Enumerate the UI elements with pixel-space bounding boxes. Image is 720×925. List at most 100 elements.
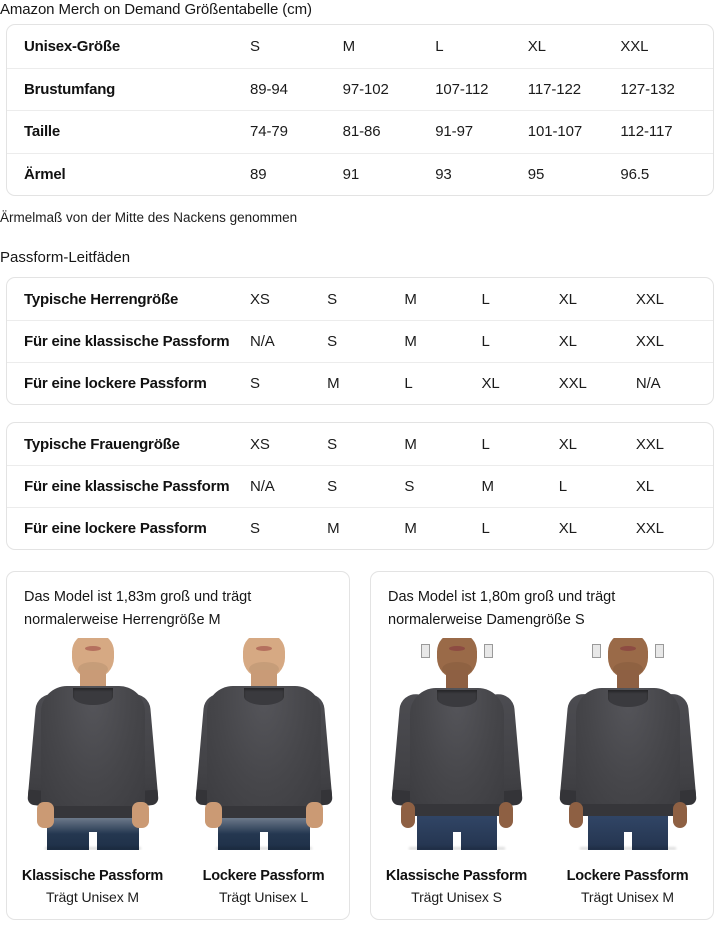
cell-value: 96.5: [620, 165, 650, 183]
hand-left: [36, 802, 54, 828]
earring-right: [654, 644, 664, 658]
sleeve-measurement-note: Ärmelmaß von der Mitte des Nackens genom…: [0, 210, 298, 225]
row-label: Für eine klassische Passform: [24, 333, 230, 350]
model-lips: [84, 646, 101, 651]
male-loose-fit-photo: [178, 638, 349, 850]
male-model-card: Das Model ist 1,83m groß und trägt norma…: [6, 571, 350, 920]
fit-guides-heading: Passform-Leitfäden: [0, 249, 131, 266]
cell-value: S: [327, 333, 338, 350]
hand-right: [131, 802, 149, 828]
cell-value: S: [250, 375, 260, 392]
cell-value: 74-79: [250, 123, 288, 141]
row-label: Typische Herrengröße: [24, 290, 179, 308]
figure-shadow: [215, 847, 312, 850]
header-size-l: L: [435, 37, 444, 55]
cell-value: L: [481, 520, 490, 537]
fit-title: Klassische Passform: [21, 868, 164, 884]
cell-value: M: [404, 290, 417, 308]
table-row: Typische Herrengröße XS S M L XL XXL: [7, 278, 713, 320]
cell-value: XS: [250, 435, 270, 453]
unisex-measurement-table: Unisex-Größe S M L XL XXL Brustumfang 89…: [6, 24, 714, 196]
cell-value: N/A: [250, 333, 275, 350]
model-lips: [255, 646, 272, 651]
earring-right: [483, 644, 493, 658]
cell-value: L: [558, 478, 567, 495]
table-header-row: Unisex-Größe S M L XL XXL: [7, 25, 713, 68]
hand-right: [498, 802, 513, 828]
fit-title: Lockere Passform: [566, 868, 689, 884]
fit-title: Klassische Passform: [385, 868, 528, 884]
cell-value: S: [327, 435, 338, 453]
jeans-gap: [623, 832, 632, 850]
figure-shadow: [408, 847, 505, 850]
female-model-description: Das Model ist 1,80m groß und trägt norma…: [388, 589, 616, 628]
cell-value: S: [404, 478, 415, 495]
fit-wears: Trägt Unisex L: [218, 889, 309, 905]
fit-title: Lockere Passform: [202, 868, 325, 884]
cell-value: XXL: [635, 333, 664, 350]
table-row: Typische Frauengröße XS S M L XL XXL: [7, 423, 713, 465]
male-classic-fit-photo: [7, 638, 178, 850]
table-row: Für eine lockere Passform S M M L XL XXL: [7, 507, 713, 549]
header-label: Unisex-Größe: [24, 37, 120, 55]
cell-value: XL: [558, 290, 577, 308]
sweatshirt-collar: [72, 688, 113, 705]
cell-value: 91-97: [435, 123, 474, 141]
jeans-gap: [452, 832, 461, 850]
hand-right: [305, 802, 323, 828]
cell-value: 101-107: [527, 123, 583, 141]
fit-wears: Trägt Unisex S: [411, 889, 502, 905]
cell-value: L: [404, 375, 413, 392]
sweatshirt-hem: [40, 806, 145, 818]
cell-value: 89-94: [250, 80, 288, 98]
cell-value: L: [481, 435, 490, 453]
cell-value: XL: [558, 333, 577, 350]
jeans-gap: [259, 832, 268, 850]
cell-value: 127-132: [620, 80, 675, 98]
model-jeans: [587, 810, 668, 850]
cell-value: XL: [481, 375, 500, 392]
earring-left: [591, 644, 601, 658]
cell-value: 107-112: [435, 80, 489, 98]
model-lips: [448, 646, 465, 651]
sweatshirt-hem: [575, 804, 680, 816]
row-label: Für eine lockere Passform: [24, 375, 207, 392]
female-classic-fit-caption: Klassische Passform Trägt Unisex S: [371, 868, 542, 905]
fit-wears: Trägt Unisex M: [581, 889, 674, 905]
figure-shadow: [579, 847, 676, 850]
cell-value: 95: [527, 165, 545, 183]
cell-value: M: [327, 520, 340, 537]
table-row: Taille 74-79 81-86 91-97 101-107 112-117: [7, 110, 713, 153]
row-label: Für eine lockere Passform: [24, 520, 207, 537]
cell-value: N/A: [635, 375, 661, 392]
sweatshirt-hem: [409, 804, 504, 816]
female-fit-captions: Klassische Passform Trägt Unisex S Locke…: [371, 868, 713, 905]
female-classic-fit-photo: [371, 638, 542, 850]
earring-left: [420, 644, 430, 658]
cell-value: 117-122: [527, 80, 582, 98]
cell-value: M: [481, 478, 495, 495]
jeans-gap: [88, 832, 97, 850]
cell-value: XL: [558, 435, 577, 453]
cell-value: XXL: [635, 520, 664, 537]
cell-value: 89: [250, 165, 267, 183]
female-model-photos: [371, 638, 713, 850]
table-row: Ärmel 89 91 93 95 96.5: [7, 152, 713, 196]
sweatshirt-collar: [607, 690, 648, 707]
table-row: Für eine lockere Passform S M L XL XXL N…: [7, 362, 713, 404]
hand-left: [400, 802, 415, 828]
cell-value: 97-102: [342, 80, 389, 98]
sweatshirt-collar: [436, 690, 477, 707]
male-classic-fit-caption: Klassische Passform Trägt Unisex M: [7, 868, 178, 905]
page-title: Amazon Merch on Demand Größentabelle (cm…: [0, 1, 312, 18]
womens-fit-guide-table: Typische Frauengröße XS S M L XL XXL Für…: [6, 422, 714, 550]
cell-value: XXL: [558, 375, 587, 392]
row-label: Für eine klassische Passform: [24, 478, 230, 495]
sweatshirt-body: [575, 688, 680, 810]
table-row: Brustumfang 89-94 97-102 107-112 117-122…: [7, 67, 713, 111]
cell-value: XL: [635, 478, 655, 495]
table-row: Für eine klassische Passform N/A S M L X…: [7, 320, 713, 362]
cell-value: 112-117: [620, 123, 673, 141]
cell-value: XL: [558, 520, 577, 537]
